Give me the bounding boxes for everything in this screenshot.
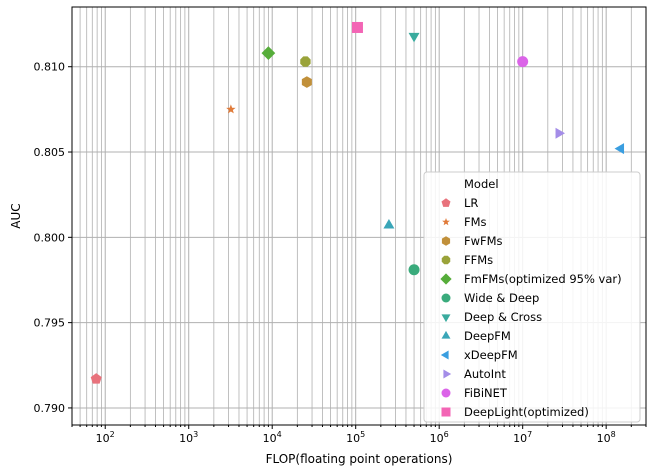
legend: Model LR FMs FwFMs FFMs FmFMs(optimized 95% …: [423, 171, 641, 423]
legend-label: FiBiNET: [464, 386, 508, 400]
legend-label: DeepFM: [464, 329, 511, 343]
legend-label: FmFMs(optimized 95% var): [464, 272, 622, 286]
legend-box: [423, 171, 641, 423]
y-tick-label: 0.810: [34, 61, 66, 74]
data-point: [408, 32, 420, 43]
x-tick-label-exponent: 7: [527, 430, 532, 439]
y-tick-label: 0.795: [34, 317, 66, 330]
legend-label: FFMs: [464, 253, 493, 267]
legend-marker: [441, 388, 451, 398]
legend-marker: [441, 293, 451, 303]
data-point: [614, 143, 625, 155]
x-tick-label: 108: [597, 430, 616, 445]
legend-label: LR: [464, 196, 478, 210]
data-point: [226, 104, 236, 114]
axes: [71, 6, 647, 426]
legend-marker: [443, 369, 452, 379]
x-tick-label-base: 10: [430, 432, 444, 445]
data-point: [351, 21, 363, 33]
legend-label: AutoInt: [464, 367, 506, 381]
tick-marks: [68, 66, 647, 429]
data-point: [301, 76, 312, 88]
legend-marker: [440, 273, 452, 285]
legend-label: FwFMs: [464, 234, 503, 248]
y-tick-label: 0.800: [34, 231, 66, 244]
legend-marker: [442, 217, 450, 226]
grid-lines: [71, 7, 647, 425]
x-tick-label-base: 10: [96, 432, 110, 445]
x-tick-label-base: 10: [597, 432, 611, 445]
y-tick-label: 0.790: [34, 402, 66, 415]
legend-title: Model: [464, 177, 499, 191]
x-tick-label-exponent: 8: [611, 430, 616, 439]
x-tick-label: 106: [430, 430, 449, 445]
x-tick-label: 105: [346, 430, 365, 445]
data-point: [261, 46, 276, 60]
legend-marker: [441, 314, 451, 323]
data-point: [90, 373, 102, 384]
x-tick-label-base: 10: [346, 432, 360, 445]
legend-marker: [441, 236, 451, 246]
legend-marker: [441, 407, 451, 417]
plot-frame: [71, 6, 647, 426]
legend-marker: [441, 198, 451, 207]
legend-label: Wide & Deep: [464, 291, 539, 305]
x-tick-label-base: 10: [263, 432, 277, 445]
legend-marker: [440, 350, 449, 360]
data-point: [383, 219, 395, 229]
x-tick-label-exponent: 3: [193, 430, 198, 439]
x-tick-label-base: 10: [513, 432, 527, 445]
data-point: [408, 264, 420, 276]
data-point: [555, 127, 566, 139]
x-tick-label-base: 10: [179, 432, 193, 445]
legend-marker: [441, 330, 451, 339]
y-axis-label: AUC: [9, 203, 23, 228]
data-point: [517, 56, 529, 68]
x-tick-label: 104: [263, 430, 282, 445]
x-tick-label-exponent: 2: [110, 430, 115, 439]
x-tick-label-exponent: 4: [277, 430, 282, 439]
legend-marker: [441, 255, 451, 265]
legend-label: Deep & Cross: [464, 310, 542, 324]
x-tick-label: 102: [96, 430, 115, 445]
x-tick-labels: 102 103 104 105 106 107 108: [96, 430, 616, 445]
x-tick-label-exponent: 5: [360, 430, 365, 439]
data-points: [90, 21, 625, 384]
legend-label: FMs: [464, 215, 487, 229]
y-tick-labels: 0.790 0.795 0.800 0.805 0.810: [34, 61, 66, 415]
y-tick-label: 0.805: [34, 146, 66, 159]
legend-label: xDeepFM: [464, 348, 518, 362]
x-tick-label: 107: [513, 430, 532, 445]
x-tick-label-exponent: 6: [444, 430, 449, 439]
x-axis-label: FLOP(floating point operations): [266, 452, 453, 466]
data-point: [300, 56, 311, 67]
legend-label: DeepLight(optimized): [464, 405, 589, 419]
x-tick-label: 103: [179, 430, 198, 445]
